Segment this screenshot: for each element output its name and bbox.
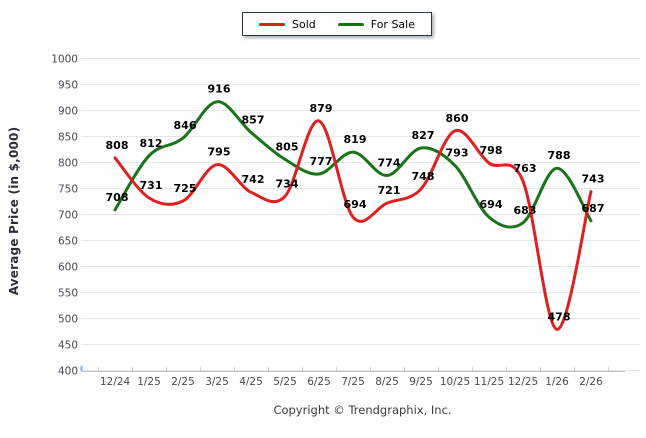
x-tick-label: 1/25 <box>137 376 161 388</box>
data-label: 694 <box>480 198 503 211</box>
x-tick-label: 1/26 <box>545 376 569 388</box>
data-label: 743 <box>582 173 605 186</box>
x-tick-label: 12/24 <box>100 376 131 388</box>
series-line-for-sale <box>113 100 593 229</box>
data-label: 857 <box>242 113 265 126</box>
data-label: 683 <box>514 204 537 217</box>
y-tick-label: 600 <box>58 262 78 274</box>
data-label: 827 <box>412 129 435 142</box>
data-label: 687 <box>582 202 605 215</box>
data-label: 478 <box>548 310 571 323</box>
data-label: 846 <box>174 119 197 132</box>
y-tick-label: 450 <box>58 340 78 352</box>
data-label: 812 <box>140 137 163 150</box>
y-tick-label: 650 <box>58 236 78 248</box>
data-label: 721 <box>378 184 401 197</box>
x-tick-label: 11/25 <box>474 376 504 388</box>
x-tick-label: 2/26 <box>579 376 603 388</box>
chart-legend: Sold For Sale <box>242 12 432 36</box>
y-tick-label: 500 <box>58 314 78 326</box>
y-tick-label: 400 <box>58 366 78 378</box>
x-tick-label: 6/25 <box>307 376 331 388</box>
for-sale-line-swatch <box>337 22 364 26</box>
y-tick-label: 850 <box>58 132 78 144</box>
sold-line-swatch <box>259 22 285 26</box>
series-line-sold <box>113 119 593 331</box>
data-label: 860 <box>446 112 469 125</box>
x-tick-label: 3/25 <box>205 376 229 388</box>
data-label: 708 <box>106 191 129 204</box>
data-label: 742 <box>242 173 265 186</box>
data-label: 788 <box>548 149 571 162</box>
y-tick-label: 750 <box>58 184 78 196</box>
data-label: 793 <box>446 147 469 160</box>
y-tick-label: 950 <box>58 80 78 92</box>
x-tick-label: 2/25 <box>171 376 195 388</box>
x-tick-label: 5/25 <box>273 376 297 388</box>
y-tick-label: 550 <box>58 288 78 300</box>
x-tick-label: 10/25 <box>440 376 470 388</box>
y-tick-label: 700 <box>58 210 78 222</box>
data-label: 725 <box>174 182 197 195</box>
y-tick-label: 800 <box>58 158 78 170</box>
data-label: 748 <box>412 170 435 183</box>
data-label: 694 <box>344 198 367 211</box>
data-label: 734 <box>276 177 299 190</box>
data-label: 916 <box>208 83 231 96</box>
x-tick-label: 12/25 <box>508 376 538 388</box>
data-label: 879 <box>310 102 333 115</box>
x-tick-label: 9/25 <box>409 376 433 388</box>
data-label: 819 <box>344 133 367 146</box>
x-tick-label: 7/25 <box>341 376 365 388</box>
data-label: 798 <box>480 144 503 157</box>
data-label: 777 <box>310 155 333 168</box>
x-tick-label: 8/25 <box>375 376 399 388</box>
data-label: 808 <box>106 139 129 152</box>
data-label: 731 <box>140 179 163 192</box>
legend-item-sold: Sold <box>259 18 316 31</box>
legend-label-sold: Sold <box>292 17 316 31</box>
x-tick-label: 4/25 <box>239 376 263 388</box>
data-label: 763 <box>514 162 537 175</box>
copyright-text: Copyright © Trendgraphix, Inc. <box>273 403 452 417</box>
y-tick-label: 900 <box>58 106 78 118</box>
data-label: 805 <box>276 140 299 153</box>
legend-label-for-sale: For Sale <box>370 17 415 31</box>
data-label: 774 <box>378 157 401 170</box>
data-label: 795 <box>208 146 231 159</box>
legend-item-for-sale: For Sale <box>337 17 415 31</box>
y-tick-label: 1000 <box>51 54 78 66</box>
